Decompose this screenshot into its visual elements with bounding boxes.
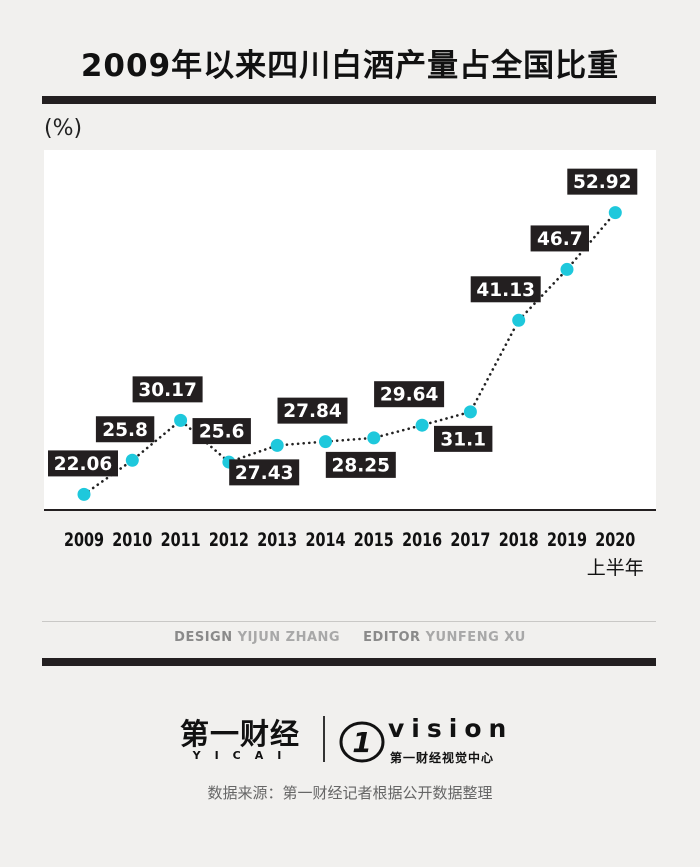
vision-mark-text: 1: [352, 726, 371, 759]
data-label-2009: 22.06: [54, 454, 113, 475]
data-label-2019: 46.7: [537, 229, 583, 250]
data-label-box-2016: [374, 381, 445, 408]
data-label-box-2014: [277, 397, 348, 424]
data-source: 数据来源：第一财经记者根据公开数据整理: [207, 784, 493, 802]
data-label-box-2012: [192, 418, 251, 445]
logo-divider: [323, 716, 325, 762]
x-tick-2009: 2009: [64, 529, 104, 551]
editor-key: EDITOR: [363, 630, 421, 645]
data-label-box-2018: [470, 276, 541, 303]
x-tick-2010: 2010: [112, 529, 152, 551]
plot-background: [44, 150, 656, 510]
data-label-2011: 30.17: [138, 380, 197, 401]
vision-logo-en: vision: [388, 714, 514, 743]
series-line: [82, 211, 617, 496]
data-label-box-2009: [48, 450, 118, 477]
footer-rule: [42, 658, 656, 666]
data-label-2017: 31.1: [440, 429, 486, 450]
data-point-2017: [463, 405, 477, 419]
title-rule: [42, 96, 656, 104]
data-point-2010: [125, 453, 139, 467]
data-point-2009: [77, 487, 91, 501]
data-label-box-2015: [325, 451, 396, 478]
x-tick-2020: 2020: [595, 529, 635, 551]
vision-logo: 1 vision 第一财经视觉中心: [338, 714, 538, 768]
vision-mark-icon: 1: [339, 721, 385, 763]
data-label-2016: 29.64: [380, 385, 439, 406]
x-tick-2012: 2012: [209, 529, 249, 551]
data-point-2015: [367, 431, 381, 445]
data-label-2013: 27.43: [235, 463, 294, 484]
yicai-logo-en: YICAI: [192, 749, 296, 762]
data-point-2014: [319, 435, 332, 449]
chart-title: 2009年以来四川白酒产量占全国比重: [80, 48, 620, 84]
x-tick-2011: 2011: [161, 529, 201, 551]
data-label-box-2013: [229, 459, 300, 486]
divider-line: [42, 621, 656, 622]
data-label-2014: 27.84: [283, 401, 342, 422]
credits: DESIGN YIJUN ZHANG EDITOR YUNFENG XU: [0, 630, 700, 645]
x-tick-2018: 2018: [499, 529, 539, 551]
data-label-2020: 52.92: [573, 172, 632, 193]
editor-value: YUNFENG XU: [425, 630, 526, 645]
x-tick-2019: 2019: [547, 529, 587, 551]
yicai-logo: 第一财经 YICAI: [165, 718, 315, 762]
data-point-2013: [270, 438, 284, 452]
data-point-2020: [608, 206, 622, 220]
x-tick-2015: 2015: [354, 529, 394, 551]
data-label-2015: 28.25: [332, 455, 391, 476]
data-point-2011: [174, 413, 188, 427]
data-point-2018: [512, 313, 526, 327]
data-label-box-2019: [530, 225, 589, 252]
x-tick-2014: 2014: [306, 529, 346, 551]
data-label-2010: 25.8: [102, 420, 148, 441]
data-label-box-2020: [567, 168, 638, 195]
data-point-2016: [415, 418, 429, 432]
data-label-box-2010: [95, 416, 155, 443]
data-label-2012: 25.6: [199, 422, 245, 443]
design-value: YIJUN ZHANG: [237, 630, 341, 645]
yicai-logo-cn: 第一财经: [179, 717, 300, 751]
vision-logo-cn: 第一财经视觉中心: [390, 751, 495, 765]
data-point-2019: [560, 262, 574, 276]
design-key: DESIGN: [174, 630, 233, 645]
x-tick-2016: 2016: [402, 529, 442, 551]
data-label-box-2017: [434, 425, 493, 452]
x-tick-sub-label: 上半年: [587, 557, 644, 579]
x-tick-2017: 2017: [450, 529, 490, 551]
y-unit-label: (%): [44, 116, 83, 141]
data-label-2018: 41.13: [476, 280, 535, 301]
data-label-box-2011: [132, 376, 203, 403]
x-tick-2013: 2013: [257, 529, 297, 551]
